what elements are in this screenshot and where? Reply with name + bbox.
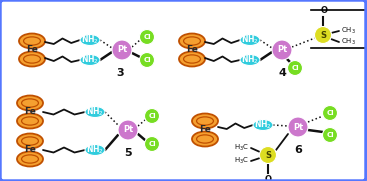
Ellipse shape — [315, 26, 331, 43]
Ellipse shape — [192, 113, 218, 129]
Text: NH$_2$: NH$_2$ — [81, 34, 99, 46]
Text: H$_3$C: H$_3$C — [234, 156, 249, 166]
Ellipse shape — [179, 52, 205, 66]
Text: NH$_2$: NH$_2$ — [241, 34, 259, 46]
Text: H$_3$C: H$_3$C — [234, 143, 249, 153]
Text: CH$_3$: CH$_3$ — [341, 37, 356, 47]
Text: Pt: Pt — [277, 45, 287, 54]
Ellipse shape — [85, 106, 105, 117]
Ellipse shape — [19, 52, 45, 66]
Ellipse shape — [145, 136, 160, 151]
Ellipse shape — [17, 151, 43, 167]
Text: Cl: Cl — [148, 113, 156, 119]
Text: NH$_2$: NH$_2$ — [86, 106, 104, 118]
Ellipse shape — [259, 146, 276, 163]
Ellipse shape — [323, 127, 338, 142]
Text: Pt: Pt — [293, 123, 303, 132]
Ellipse shape — [17, 113, 43, 129]
Ellipse shape — [179, 33, 205, 49]
Text: 5: 5 — [124, 148, 132, 158]
Ellipse shape — [85, 144, 105, 155]
Ellipse shape — [112, 40, 132, 60]
Text: 4: 4 — [278, 68, 286, 78]
Ellipse shape — [288, 117, 308, 137]
Ellipse shape — [19, 33, 45, 49]
Ellipse shape — [272, 40, 292, 60]
Ellipse shape — [145, 108, 160, 123]
Text: Cl: Cl — [143, 34, 151, 40]
Text: NH$_2$: NH$_2$ — [254, 119, 272, 131]
Text: Fe: Fe — [186, 45, 198, 54]
Text: CH$_3$: CH$_3$ — [341, 26, 356, 36]
Text: S: S — [265, 150, 271, 159]
Text: Cl: Cl — [291, 65, 299, 71]
Ellipse shape — [80, 54, 100, 66]
Ellipse shape — [240, 54, 260, 66]
Ellipse shape — [17, 134, 43, 148]
Text: 3: 3 — [116, 68, 124, 78]
Text: Pt: Pt — [117, 45, 127, 54]
Ellipse shape — [253, 119, 273, 131]
Ellipse shape — [17, 96, 43, 110]
Text: NH$_2$: NH$_2$ — [81, 54, 99, 66]
Text: Cl: Cl — [326, 110, 334, 116]
Text: O: O — [320, 6, 327, 15]
Ellipse shape — [323, 106, 338, 121]
Text: NH$_2$: NH$_2$ — [241, 54, 259, 66]
Text: Fe: Fe — [24, 108, 36, 117]
Text: NH$_2$: NH$_2$ — [86, 144, 104, 156]
Text: Fe: Fe — [26, 45, 38, 54]
Ellipse shape — [118, 120, 138, 140]
Ellipse shape — [139, 30, 155, 45]
Text: Cl: Cl — [148, 141, 156, 147]
Ellipse shape — [139, 52, 155, 68]
Text: Cl: Cl — [143, 57, 151, 63]
Text: Fe: Fe — [199, 125, 211, 134]
Ellipse shape — [287, 60, 302, 75]
Ellipse shape — [240, 35, 260, 45]
Text: Fe: Fe — [24, 146, 36, 155]
Text: Cl: Cl — [326, 132, 334, 138]
Text: 6: 6 — [294, 145, 302, 155]
Ellipse shape — [192, 132, 218, 146]
Text: S: S — [320, 31, 326, 39]
Text: O: O — [265, 175, 272, 181]
Ellipse shape — [80, 35, 100, 45]
Text: Pt: Pt — [123, 125, 133, 134]
